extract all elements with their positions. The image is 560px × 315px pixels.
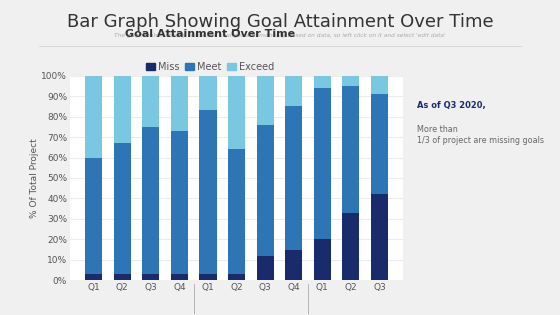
Bar [199,111,217,274]
Bar [342,213,360,280]
Bar [314,76,331,88]
Bar [199,274,217,280]
Bar [228,149,245,274]
Bar [314,239,331,280]
Bar [85,76,102,158]
Bar [171,274,188,280]
Bar [285,76,302,106]
Bar [85,274,102,280]
Bar [114,76,131,143]
Bar [199,76,217,111]
Text: Goal Attainment Over Time: Goal Attainment Over Time [125,29,295,39]
Bar [371,94,388,194]
Bar [171,76,188,131]
Bar [142,274,160,280]
Bar [371,76,388,94]
Text: Bar Graph Showing Goal Attainment Over Time: Bar Graph Showing Goal Attainment Over T… [67,13,493,31]
Bar [256,125,274,256]
Bar [256,76,274,125]
Bar [228,274,245,280]
Bar [114,143,131,274]
Bar [142,127,160,274]
Bar [171,131,188,274]
Bar [142,76,160,127]
Bar [285,249,302,280]
Bar [114,274,131,280]
Bar [228,76,245,149]
Bar [342,86,360,213]
Text: As of Q3 2020,: As of Q3 2020, [417,101,486,110]
Bar [371,194,388,280]
Bar [256,256,274,280]
Bar [85,158,102,274]
Bar [285,106,302,249]
Bar [314,88,331,239]
Bar [342,76,360,86]
Text: The graph automatically reads and changes automatically based on data, so left c: The graph automatically reads and change… [114,33,446,38]
Y-axis label: % Of Total Project: % Of Total Project [30,138,39,218]
Legend: Miss, Meet, Exceed: Miss, Meet, Exceed [142,58,278,76]
Text: More than
1/3 of project are missing goals: More than 1/3 of project are missing goa… [417,125,544,145]
